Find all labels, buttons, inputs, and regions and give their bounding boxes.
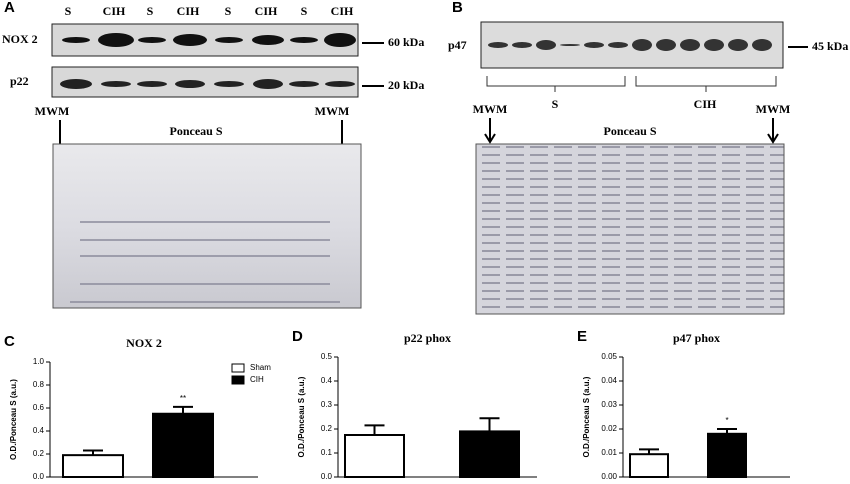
y-axis-label: O.D./Ponceau S (a.u.)	[297, 376, 306, 457]
marker-label: 20 kDa	[388, 78, 424, 92]
bar	[629, 453, 669, 479]
group-label: S	[552, 97, 559, 111]
y-tick-label: 0.3	[321, 400, 333, 409]
marker-label: 45 kDa	[812, 39, 848, 53]
legend-label: Sham	[250, 363, 271, 372]
row-label: NOX 2	[2, 32, 38, 46]
bar	[707, 432, 747, 478]
panel-letter: E	[577, 328, 587, 345]
lane-label: S	[147, 4, 154, 18]
y-tick-label: 0.5	[321, 352, 333, 361]
significance: **	[180, 394, 186, 403]
y-tick-label: 0.00	[601, 472, 617, 481]
marker-label: 60 kDa	[388, 35, 424, 49]
y-tick-label: 0.4	[33, 426, 45, 435]
y-tick-label: 0.02	[601, 424, 617, 433]
chart-title: p47 phox	[673, 331, 720, 345]
lane-label: S	[65, 4, 72, 18]
y-tick-label: 0.6	[33, 403, 45, 412]
chart-title: p22 phox	[404, 331, 451, 345]
ponceau-gel	[475, 143, 785, 315]
lane-label: S	[301, 4, 308, 18]
bar	[459, 430, 520, 478]
significance: *	[725, 416, 728, 425]
panel-letter: B	[452, 0, 463, 16]
ponceau-gel	[52, 143, 362, 309]
y-tick-label: 0.04	[601, 376, 617, 385]
y-tick-label: 0.2	[33, 449, 45, 458]
y-tick-label: 0.4	[321, 376, 333, 385]
stain-label: Ponceau S	[169, 124, 222, 138]
panel-letter: C	[4, 333, 15, 350]
mwm-label: MWM	[35, 104, 70, 118]
y-axis-label: O.D./Ponceau S (a.u.)	[9, 379, 18, 460]
lane-label: CIH	[177, 4, 200, 18]
y-tick-label: 0.8	[33, 380, 45, 389]
legend-swatch	[231, 363, 245, 373]
lane-label: CIH	[103, 4, 126, 18]
lane-label: CIH	[255, 4, 278, 18]
bar	[62, 454, 124, 478]
stain-label: Ponceau S	[603, 124, 656, 138]
y-tick-label: 1.0	[33, 357, 45, 366]
panel-letter: D	[292, 328, 303, 345]
panel-letter: A	[4, 0, 15, 16]
lane-label: S	[225, 4, 232, 18]
legend-swatch	[231, 375, 245, 385]
y-tick-label: 0.05	[601, 352, 617, 361]
y-tick-label: 0.01	[601, 448, 617, 457]
mwm-label: MWM	[756, 102, 791, 116]
bar	[344, 434, 405, 478]
lane-label: CIH	[331, 4, 354, 18]
y-tick-label: 0.2	[321, 424, 333, 433]
chart-title: NOX 2	[126, 336, 162, 350]
mwm-label: MWM	[473, 102, 508, 116]
panel-b: B p47 45 kDa S CIH MWM MWM Ponceau S	[448, 0, 848, 315]
panel-a: A NOX 2 60 kDa p22 20 kDa MWM MWM Poncea…	[2, 0, 424, 309]
y-axis-label: O.D./Ponceau S (a.u.)	[582, 376, 591, 457]
legend-label: CIH	[250, 375, 264, 384]
y-tick-label: 0.0	[33, 472, 45, 481]
group-label: CIH	[694, 97, 717, 111]
row-label: p47	[448, 38, 467, 52]
y-tick-label: 0.0	[321, 472, 333, 481]
y-tick-label: 0.1	[321, 448, 333, 457]
mwm-label: MWM	[315, 104, 350, 118]
row-label: p22	[10, 74, 29, 88]
bar	[152, 412, 214, 478]
y-tick-label: 0.03	[601, 400, 617, 409]
